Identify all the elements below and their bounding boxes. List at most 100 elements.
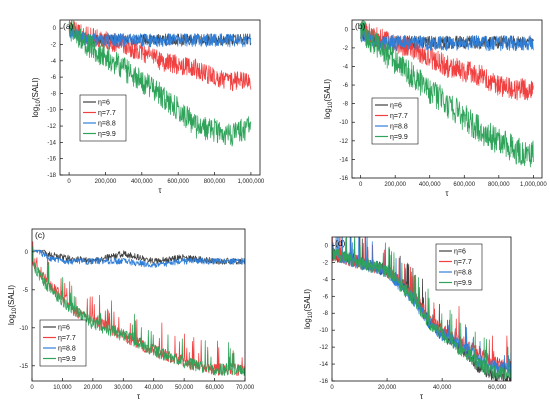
x-tick-label: 1,000,000 xyxy=(238,179,265,185)
legend-label-eta88: η=8.8 xyxy=(58,346,76,353)
legend-label-eta88: η=8.8 xyxy=(98,121,116,128)
legend-label-eta6: η=6 xyxy=(390,103,402,110)
y-tick-label: -16 xyxy=(319,379,328,385)
x-tick-label: 0 xyxy=(30,385,34,391)
legend-label-eta88: η=8.8 xyxy=(454,270,472,277)
legend: η=6 η=7.7 η=8.8 η=9.9 xyxy=(39,319,87,367)
series-group xyxy=(332,237,511,381)
legend-label-eta99: η=9.9 xyxy=(98,131,116,138)
chart-panel: 0 -5 -10 -15 0 10,000 20,000 30,000 40,000 50,000… xyxy=(7,228,255,401)
chart-panel: 0 -2 -4 -6 -8 -10 -12 -14 -16 -18 0 200,000 400,000 6… xyxy=(31,19,265,195)
y-tick-label: -14 xyxy=(47,140,56,146)
x-tick-label: 600,000 xyxy=(453,182,475,188)
y-tick-label: -10 xyxy=(19,326,28,332)
x-tick-label: 400,000 xyxy=(131,179,153,185)
plot-frame xyxy=(351,19,543,179)
y-tick-label: -4 xyxy=(343,64,349,70)
y-tick-label: -6 xyxy=(343,83,349,89)
plot-frame xyxy=(59,19,261,176)
plot-frame xyxy=(331,236,512,382)
x-tick-label: 60,000 xyxy=(488,385,507,391)
x-tick-label: 600,000 xyxy=(167,179,189,185)
series-line-eta99 xyxy=(68,20,252,147)
y-tick-label: -14 xyxy=(339,157,348,163)
series-line-eta88 xyxy=(68,26,252,48)
legend-label-eta99: η=9.9 xyxy=(58,356,76,363)
panel-tag: (c) xyxy=(35,230,45,240)
y-tick-label: -10 xyxy=(47,108,56,114)
series-group xyxy=(360,20,534,168)
series-group xyxy=(32,241,245,376)
legend-label-eta88: η=8.8 xyxy=(390,124,408,131)
panel-tag: (b) xyxy=(355,21,366,31)
y-tick-label: -14 xyxy=(319,362,328,368)
y-tick-label: 0 xyxy=(325,243,329,249)
x-axis-label: τ xyxy=(137,392,141,401)
y-tick-label: -8 xyxy=(323,311,329,317)
y-tick-label: 0 xyxy=(53,26,57,32)
series-line-eta99 xyxy=(360,20,534,168)
x-tick-label: 800,000 xyxy=(204,179,226,185)
y-tick-label: -6 xyxy=(323,294,329,300)
y-tick-label: -12 xyxy=(319,345,328,351)
x-tick-label: 60,000 xyxy=(205,385,224,391)
x-tick-label: 800,000 xyxy=(488,182,510,188)
series-group xyxy=(68,20,252,147)
legend-label-eta77: η=7.7 xyxy=(98,110,116,117)
series-line-eta99 xyxy=(32,246,245,376)
x-tick-label: 200,000 xyxy=(384,182,406,188)
x-tick-label: 0 xyxy=(330,385,334,391)
y-tick-label: -18 xyxy=(47,173,56,179)
x-tick-label: 30,000 xyxy=(114,385,133,391)
y-tick-label: -2 xyxy=(51,42,57,48)
legend-label-eta99: η=9.9 xyxy=(454,280,472,287)
y-tick-label: -15 xyxy=(19,364,28,370)
chart-panel: 0 -2 -4 -6 -8 -10 -12 -14 -16 0 200,000 400,000 600,… xyxy=(323,19,547,198)
legend-label-eta99: η=9.9 xyxy=(390,134,408,141)
x-tick-label: 0 xyxy=(359,182,363,188)
y-axis-label: log10(SALI) xyxy=(31,77,42,117)
x-axis-label: τ xyxy=(420,392,424,401)
x-tick-label: 40,000 xyxy=(145,385,164,391)
y-tick-label: -2 xyxy=(323,260,329,266)
legend-label-eta77: η=7.7 xyxy=(454,259,472,266)
series-line-eta88 xyxy=(32,249,245,269)
y-tick-label: -4 xyxy=(323,277,329,283)
plot-frame xyxy=(31,228,246,382)
y-tick-label: -6 xyxy=(51,75,57,81)
y-tick-label: -10 xyxy=(339,120,348,126)
legend-label-eta6: η=6 xyxy=(58,325,70,332)
series-line-eta99 xyxy=(332,237,511,380)
y-tick-label: -2 xyxy=(343,46,349,52)
x-tick-label: 70,000 xyxy=(236,385,255,391)
y-tick-label: -12 xyxy=(339,139,348,145)
legend: η=6 η=7.7 η=8.8 η=9.9 xyxy=(371,97,419,145)
x-tick-label: 0 xyxy=(67,179,71,185)
x-tick-label: 1,000,000 xyxy=(520,182,547,188)
x-tick-label: 20,000 xyxy=(378,385,397,391)
series-line-eta77 xyxy=(68,20,252,92)
y-tick-label: -16 xyxy=(47,157,56,163)
x-tick-label: 400,000 xyxy=(419,182,441,188)
y-axis-label: log10(SALI) xyxy=(7,285,18,325)
y-tick-label: -4 xyxy=(51,59,57,65)
legend: η=6 η=7.7 η=8.8 η=9.9 xyxy=(435,243,483,291)
y-tick-label: 0 xyxy=(345,27,349,33)
x-tick-label: 10,000 xyxy=(53,385,72,391)
x-tick-label: 200,000 xyxy=(95,179,117,185)
legend: η=6 η=7.7 η=8.8 η=9.9 xyxy=(79,94,127,142)
y-tick-label: -12 xyxy=(47,124,56,130)
x-tick-label: 20,000 xyxy=(84,385,103,391)
y-tick-label: -5 xyxy=(23,288,29,294)
x-tick-label: 40,000 xyxy=(433,385,452,391)
legend-label-eta6: η=6 xyxy=(454,249,466,256)
y-tick-label: -8 xyxy=(51,91,57,97)
x-tick-label: 50,000 xyxy=(175,385,194,391)
y-tick-label: -8 xyxy=(343,102,349,108)
panel-tag: (d) xyxy=(335,238,346,248)
y-tick-label: 0 xyxy=(25,250,29,256)
y-axis-label: log10(SALI) xyxy=(323,79,334,119)
y-axis-label: log10(SALI) xyxy=(303,289,314,329)
panel-tag: (a) xyxy=(63,21,74,31)
